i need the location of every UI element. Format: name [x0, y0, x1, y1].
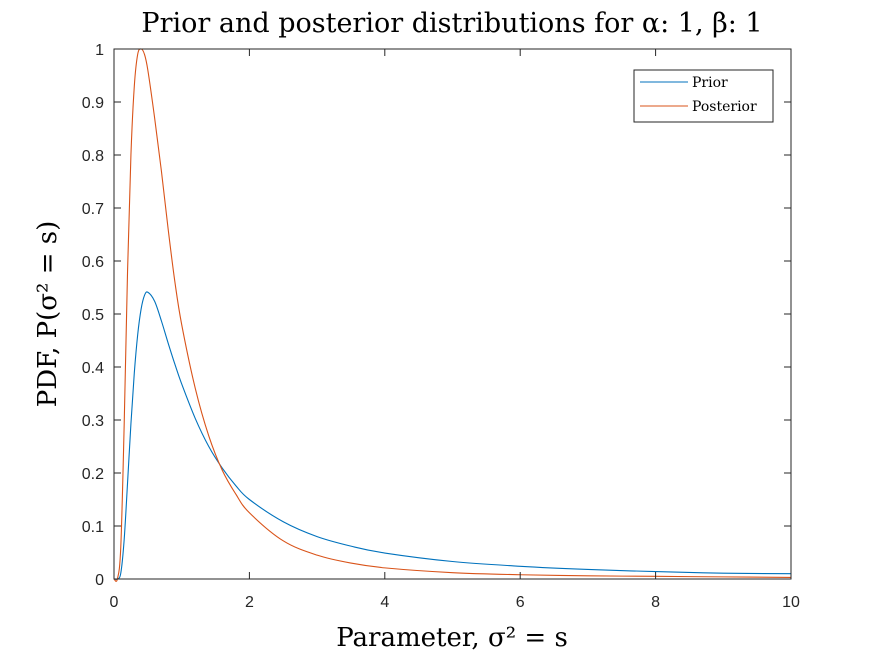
series-layer	[113, 48, 792, 582]
x-tick-label: 0	[110, 594, 119, 611]
y-tick-label: 0.8	[82, 148, 104, 165]
x-tick-label: 2	[245, 594, 254, 611]
legend-prior-label: Prior	[692, 75, 728, 91]
y-tick-label: 0.5	[82, 307, 104, 324]
legend-posterior-label: Posterior	[692, 99, 757, 115]
y-tick-label: 0.2	[82, 466, 104, 483]
plot-area	[114, 49, 791, 579]
y-tick-label: 0.6	[82, 254, 104, 271]
y-tick-label: 0.4	[82, 360, 104, 377]
x-tick-label: 8	[651, 594, 660, 611]
x-axis-label: Parameter, σ² = s	[336, 623, 568, 653]
tick-layer: 0 2 4 6 8 10 0 0.1 0.2 0.3 0.4 0.5 0.6 0.7 0.8 0.9 1	[82, 42, 800, 611]
y-tick-label: 0.1	[82, 519, 104, 536]
y-tick-label: 0	[95, 572, 104, 589]
x-tick-label: 4	[380, 594, 389, 611]
series-line-prior	[113, 291, 792, 580]
chart-title: Prior and posterior distributions for α:…	[141, 8, 762, 39]
series-line-posterior	[113, 48, 792, 582]
y-axis-label: PDF, P(σ² = s)	[33, 221, 63, 407]
x-tick-label: 6	[516, 594, 525, 611]
y-tick-label: 0.7	[82, 201, 104, 218]
y-tick-label: 0.3	[82, 413, 104, 430]
x-tick-label: 10	[782, 594, 800, 611]
legend: Prior Posterior	[633, 69, 774, 123]
legend-box	[633, 69, 774, 123]
y-tick-label: 0.9	[82, 95, 104, 112]
y-tick-label: 1	[95, 42, 104, 59]
